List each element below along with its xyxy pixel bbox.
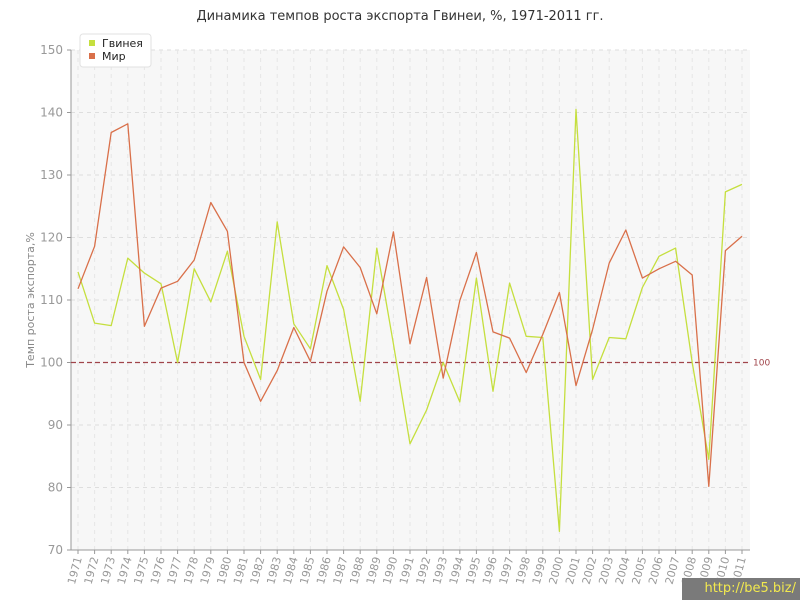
y-tick-label: 110 <box>40 293 63 307</box>
y-tick-label: 70 <box>48 543 63 557</box>
legend-swatch-0 <box>89 40 95 46</box>
y-axis-title: Темп роста экспорта,% <box>24 232 37 369</box>
legend-box <box>79 33 152 68</box>
series-line-1 <box>77 123 743 487</box>
y-tick-label: 80 <box>48 481 63 495</box>
y-tick-label: 90 <box>48 418 63 432</box>
series-line-0 <box>77 108 743 532</box>
y-tick-label: 130 <box>40 168 63 182</box>
legend-label-1: Мир <box>102 50 126 63</box>
reference-line-label: 100 <box>753 359 770 369</box>
legend-label-0: Гвинея <box>102 37 143 50</box>
chart-title: Динамика темпов роста экспорта Гвинеи, %… <box>196 9 604 24</box>
y-tick-label: 100 <box>40 356 63 370</box>
y-tick-label: 150 <box>40 43 63 57</box>
watermark[interactable]: http://be5.biz/ <box>682 578 800 600</box>
legend-swatch-1 <box>89 53 95 59</box>
y-tick-label: 140 <box>40 106 63 120</box>
y-tick-label: 120 <box>40 231 63 245</box>
